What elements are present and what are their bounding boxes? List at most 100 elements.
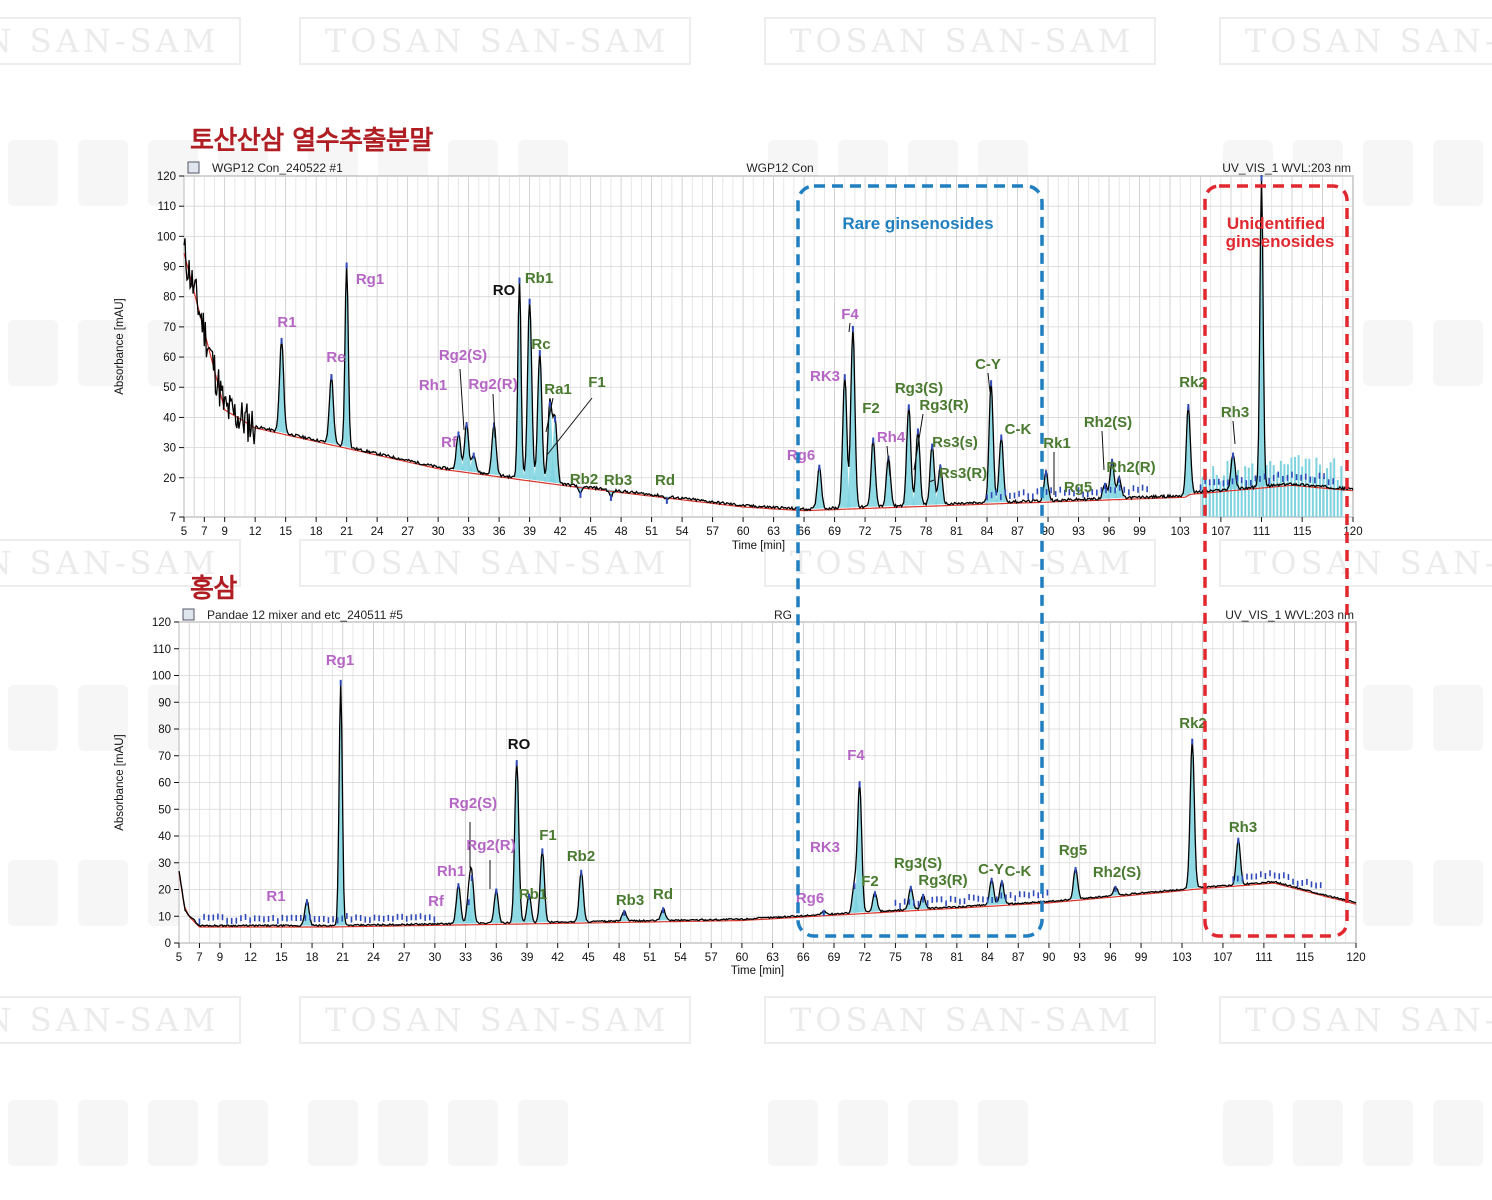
chart-doc-icon [182, 608, 195, 621]
watermark-box [299, 17, 691, 65]
watermark-glyph [78, 860, 128, 926]
y-tick-label: 120 [157, 171, 176, 183]
watermark-glyph [978, 1100, 1028, 1166]
y-tick-label: 20 [158, 885, 171, 897]
peak-label-c-y: C-Y [975, 356, 1001, 373]
peak-label-f4: F4 [847, 747, 865, 764]
header-right: UV_VIS_1 WVL:203 nm [1222, 161, 1351, 175]
watermark-text: TOSAN SAN-SAM [790, 544, 1134, 582]
x-tick-label: 111 [1255, 952, 1272, 964]
x-tick-label: 103 [1172, 952, 1191, 964]
x-tick-label: 87 [1011, 526, 1024, 538]
peak-label-rc: Rc [531, 336, 550, 353]
peak-label-rd: Rd [653, 886, 673, 903]
peak-label-rg5: Rg5 [1059, 842, 1087, 859]
y-tick-label: 90 [158, 697, 171, 709]
x-tick-label: 30 [432, 526, 445, 538]
watermark-glyph [1363, 860, 1413, 926]
peak-label-rs3-r-: Rs3(R) [939, 465, 987, 482]
peak-leader-line [1232, 420, 1236, 445]
section-title-top: 토산산삼 열수추출분말 [190, 126, 433, 156]
chromatogram-bottom: Pandae 12 mixer and etc_240511 #5 RG UV_VI… [114, 608, 1366, 977]
x-tick-label: 99 [1133, 526, 1146, 538]
y-tick-label: 100 [157, 231, 176, 243]
x-tick-label: 63 [766, 952, 779, 964]
y-tick-label: 120 [152, 617, 171, 629]
x-tick-label: 66 [798, 526, 811, 538]
plot-area [183, 175, 1354, 518]
x-tick-label: 48 [615, 526, 628, 538]
watermark-box [299, 996, 691, 1044]
watermark-box [1219, 17, 1492, 65]
watermark-box [1219, 539, 1492, 587]
y-tick-label: 0 [165, 938, 171, 950]
peak-label-rs3-s-: Rs3(s) [932, 434, 978, 451]
x-tick-label: 57 [705, 952, 718, 964]
peak-label-rg6: Rg6 [796, 890, 824, 907]
absorbance-trace [178, 681, 1357, 928]
peak-leader-line [928, 479, 935, 483]
y-tick-label: 10 [158, 911, 171, 923]
x-tick-label: 75 [889, 526, 902, 538]
watermark-box [764, 996, 1156, 1044]
x-tick-label: 45 [584, 526, 597, 538]
axes: 5 7 9 12 15 18 21 24 27 30 33 36 39 42 45 48 51 54 57 60 63 6… [114, 171, 1363, 552]
x-tick-label: 36 [493, 526, 506, 538]
x-tick-label: 27 [398, 952, 411, 964]
watermark-text: TOSAN SAN-SAM [1245, 1001, 1492, 1039]
watermark-glyph [1433, 685, 1483, 751]
x-tick-label: 93 [1073, 952, 1086, 964]
x-tick-label: 96 [1103, 526, 1116, 538]
peak-label-rk2: Rk2 [1179, 374, 1207, 391]
y-tick-label: 40 [158, 831, 171, 843]
peak-label-ro: RO [493, 282, 516, 299]
peak-leader-line [492, 393, 496, 439]
watermark-glyph [378, 1100, 428, 1166]
watermark-text: TOSAN SAN-SAM [0, 1001, 219, 1039]
x-tick-label: 5 [181, 526, 187, 538]
watermark-glyph [518, 1100, 568, 1166]
peak-label-rh2-r-: Rh2(R) [1106, 459, 1155, 476]
peak-label-rg2-s-: Rg2(S) [449, 795, 497, 812]
peak-leader-line [546, 397, 593, 456]
watermark-box [1219, 996, 1492, 1044]
x-tick-label: 33 [462, 526, 475, 538]
watermark-text: TOSAN SAN-SAM [0, 22, 219, 60]
peak-label-f4: F4 [841, 306, 859, 323]
x-tick-label: 57 [706, 526, 719, 538]
peak-label-rb2: Rb2 [567, 848, 595, 865]
y-tick-label: 60 [158, 778, 171, 790]
y-tick-label: 80 [163, 292, 176, 304]
x-tick-label: 115 [1293, 526, 1311, 538]
grid [178, 621, 1357, 944]
watermark-glyph [8, 685, 58, 751]
peak-leader-line [913, 413, 924, 471]
watermark-glyph [1433, 140, 1483, 206]
grid [183, 175, 1354, 518]
peak-label-rg1: Rg1 [356, 271, 384, 288]
x-tick-label: 39 [521, 952, 534, 964]
x-tick-label: 45 [582, 952, 595, 964]
x-tick-label: 42 [554, 526, 567, 538]
absorbance-trace [183, 176, 1354, 512]
peak-label-rh3: Rh3 [1229, 819, 1257, 836]
watermark-glyph [78, 685, 128, 751]
x-tick-label: 99 [1135, 952, 1148, 964]
x-tick-label: 51 [643, 952, 656, 964]
x-tick-label: 18 [306, 952, 319, 964]
watermark-glyph [8, 1100, 58, 1166]
y-tick-label: 40 [163, 412, 176, 424]
peak-label-rg5: Rg5 [1064, 479, 1092, 496]
peak-label-rg2-r-: Rg2(R) [468, 376, 517, 393]
x-tick-label: 84 [981, 526, 994, 538]
x-tick-label: 72 [858, 952, 871, 964]
watermark-box [764, 17, 1156, 65]
watermark-glyph [1363, 685, 1413, 751]
x-tick-label: 107 [1213, 952, 1232, 964]
watermark-glyph [838, 1100, 888, 1166]
watermark-box [299, 539, 691, 587]
x-tick-label: 96 [1104, 952, 1117, 964]
x-tick-label: 75 [889, 952, 902, 964]
peak-label-f2: F2 [862, 400, 880, 417]
x-tick-label: 107 [1211, 526, 1230, 538]
